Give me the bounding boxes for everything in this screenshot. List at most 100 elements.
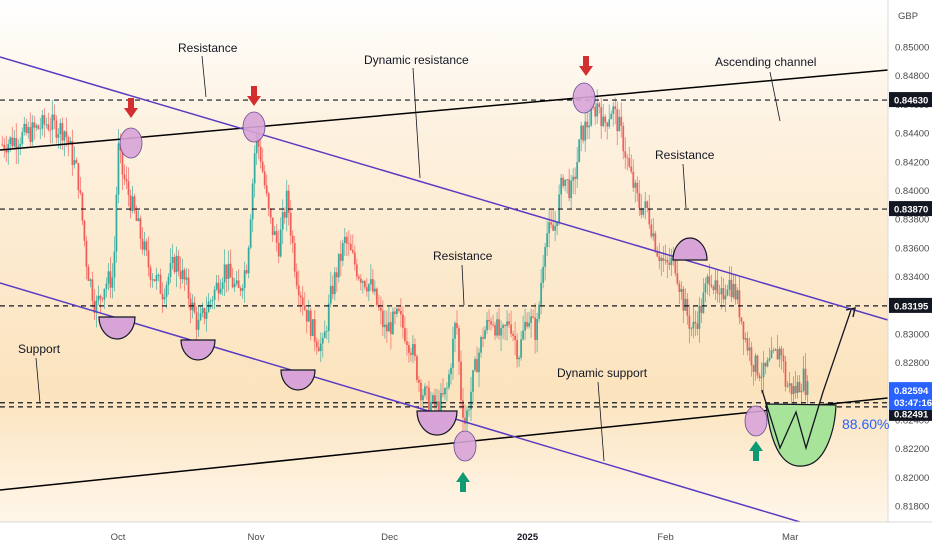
candle-body — [666, 259, 669, 263]
candle-body — [319, 343, 322, 352]
candle-body — [696, 323, 699, 329]
candle-body — [343, 236, 346, 244]
candle-body — [684, 298, 687, 311]
candle-body — [424, 386, 426, 396]
candle-body — [444, 388, 446, 395]
current-price-tag[interactable] — [889, 382, 932, 411]
candle-body — [183, 269, 186, 280]
price-level-tag[interactable] — [889, 92, 932, 108]
candle-body — [664, 259, 667, 261]
candle-body — [538, 304, 541, 319]
candle-body — [27, 127, 30, 134]
ascending-channel-upper-line[interactable] — [0, 69, 888, 151]
candle-body — [728, 279, 731, 290]
projection-cup-shape — [765, 403, 837, 467]
candle-body — [724, 295, 727, 300]
candle-body — [484, 330, 486, 339]
candle-body — [494, 325, 496, 336]
candle-body — [25, 123, 28, 134]
candle-body — [291, 235, 294, 244]
candle-body — [526, 321, 529, 327]
candle-body — [187, 277, 190, 299]
candle-body — [65, 131, 68, 138]
candle-body — [742, 321, 745, 340]
candle-body — [534, 317, 537, 340]
candle-body — [373, 288, 376, 292]
candle-body — [692, 321, 695, 329]
candle-body — [327, 303, 330, 331]
candle-body — [195, 312, 198, 330]
candle-body — [520, 339, 522, 358]
candle-body — [63, 131, 66, 141]
candle-body — [442, 393, 444, 395]
annotations: Resistance Dynamic resistance Ascending … — [18, 41, 889, 462]
arrow-up-icon — [456, 472, 470, 492]
candle-body — [748, 347, 751, 351]
candle-body — [440, 393, 442, 417]
candles-group — [1, 89, 809, 433]
candle-body — [624, 151, 627, 158]
candle-body — [169, 263, 172, 277]
candle-body — [714, 280, 717, 291]
candle-body — [490, 321, 492, 325]
price-level-tag[interactable] — [889, 297, 932, 313]
candle-body — [251, 183, 254, 220]
candle-body — [297, 285, 300, 296]
price-level-tag[interactable] — [889, 201, 932, 217]
candle-body — [245, 270, 248, 274]
candle-body — [101, 298, 104, 300]
touch-point-circle — [242, 111, 266, 143]
price-axis[interactable] — [888, 0, 932, 522]
candle-body — [143, 241, 146, 250]
candle-body — [532, 316, 535, 318]
candle-body — [680, 288, 683, 292]
candle-body — [792, 386, 795, 395]
candle-body — [19, 143, 22, 147]
time-axis[interactable] — [0, 522, 932, 550]
candle-body — [383, 324, 386, 328]
candle-body — [608, 119, 611, 127]
candle-body — [634, 182, 637, 188]
candle-body — [486, 320, 488, 331]
candle-body — [227, 263, 230, 279]
candle-body — [35, 125, 38, 128]
dynamic-resistance-line[interactable] — [0, 56, 888, 321]
candle-body — [798, 382, 801, 393]
candle-body — [560, 177, 563, 195]
candle-body — [432, 395, 434, 402]
candle-body — [778, 348, 781, 360]
candle-body — [806, 381, 809, 396]
y-tick-label: 0.82800 — [895, 358, 929, 369]
candle-body — [313, 319, 316, 342]
candle-body — [49, 129, 52, 131]
bar-countdown: 03:47:16 — [894, 398, 932, 409]
candle-body — [644, 201, 647, 209]
annotation-ascending-channel: Ascending channel — [715, 55, 816, 69]
candle-body — [770, 350, 773, 359]
candle-body — [113, 251, 116, 278]
candle-body — [197, 319, 200, 330]
candle-body — [11, 137, 14, 147]
candle-body — [468, 409, 470, 411]
candle-body — [123, 174, 126, 179]
candle-body — [249, 219, 252, 248]
ascending-channel-lower-line[interactable] — [0, 397, 888, 491]
candle-body — [508, 321, 510, 325]
candle-body — [261, 161, 264, 172]
candle-body — [744, 338, 747, 340]
candle-body — [163, 296, 166, 300]
candle-body — [389, 322, 392, 335]
candle-body — [349, 243, 352, 251]
candle-body — [576, 161, 579, 179]
price-level-tag-label: 0.83195 — [894, 301, 929, 312]
candle-body — [357, 276, 360, 279]
candle-body — [428, 387, 430, 412]
candle-body — [159, 274, 162, 294]
candle-body — [325, 330, 328, 332]
candle-body — [546, 233, 549, 248]
candle-body — [31, 122, 34, 142]
candle-body — [552, 224, 555, 231]
candle-body — [566, 179, 569, 181]
candle-body — [41, 115, 44, 129]
